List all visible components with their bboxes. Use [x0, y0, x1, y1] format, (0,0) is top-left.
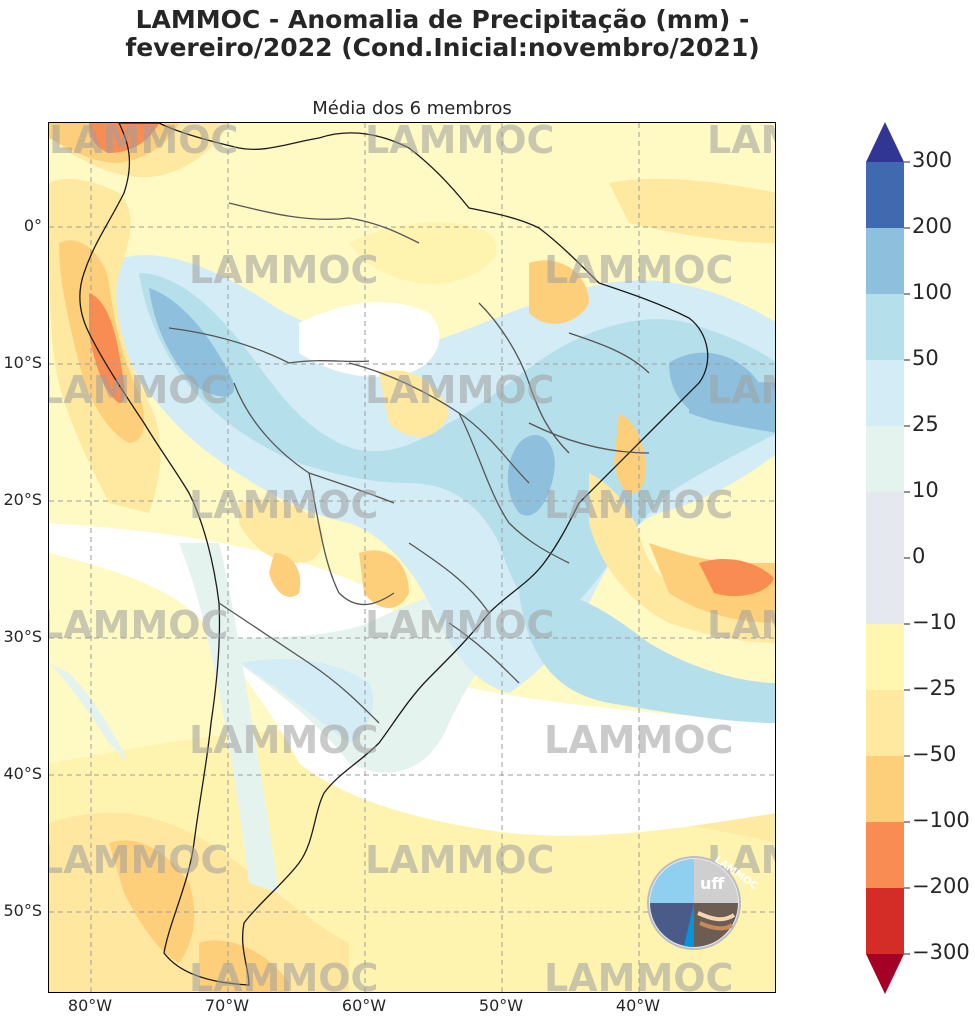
colorbar-tick-label: 50 [912, 346, 939, 370]
x-tick-label: 50°W [478, 996, 524, 1015]
colorbar-segment [866, 822, 904, 888]
watermark-text: LAMMOC [365, 368, 554, 412]
y-tick-label: 40°S [3, 764, 42, 783]
colorbar-segment [866, 888, 904, 954]
logo-uff-text: uff [700, 874, 725, 893]
rondonia-negative-patch [379, 370, 449, 437]
x-tick-label: 60°W [341, 996, 387, 1015]
chart-title-line-1: LAMMOC - Anomalia de Precipitação (mm) - [135, 5, 750, 34]
colorbar-segment [866, 624, 904, 690]
y-tick-label: 20°S [3, 490, 42, 509]
x-tick-label: 70°W [204, 996, 250, 1015]
colorbar-tick-label: −50 [912, 742, 957, 766]
south-america-coastline [79, 123, 709, 986]
map-subtitle: Média dos 6 membros [312, 98, 512, 119]
colorbar-segment [866, 756, 904, 822]
watermark-text: LAMMOC [189, 483, 378, 527]
watermark-text: LAMMOC [707, 368, 776, 412]
colorbar-extend-max [866, 122, 904, 162]
country-borders [168, 202, 650, 724]
colorbar-extend-min [866, 954, 904, 994]
y-tick-label: 0° [23, 216, 42, 235]
colorbar-segment [866, 558, 904, 624]
watermark-text: LAMMOC [189, 248, 378, 292]
watermark-text: LAMMOC [365, 123, 554, 162]
light-blue-patch-south-central [239, 659, 373, 743]
map-canvas: LAMMOC LAMMOC LAMMOC LAMMOC LAMMOC LAMMO… [49, 123, 776, 993]
andes-mint-strip [179, 543, 279, 893]
colorbar-tick-label: 25 [912, 412, 939, 436]
guiana-negative-patch [349, 222, 497, 284]
y-tick-label: 50°S [3, 901, 42, 920]
peru-positive-100 [149, 288, 235, 397]
colorbar-tick-label: −100 [912, 808, 970, 832]
southeast-atlantic-positive [519, 591, 775, 723]
watermark-text: LAMMOC [49, 123, 238, 162]
colorbar-segment [866, 294, 904, 360]
pacific-mint-patch [49, 663, 129, 763]
chaco-negative-patch [269, 553, 301, 597]
colorbar-segment [866, 492, 904, 558]
colorbar-tick-label: 10 [912, 478, 939, 502]
colorbar-tick-label: −25 [912, 676, 957, 700]
colorbar-tick-label: 300 [912, 148, 953, 172]
watermark-text: LAMMOC [49, 838, 228, 882]
watermark-text: LAMMOC [707, 123, 776, 162]
chart-title-line-2: fevereiro/2022 (Cond.Inicial:novembro/20… [125, 33, 760, 62]
atlantic-positive-100 [689, 382, 775, 433]
watermark-text: LAMMOC [189, 956, 378, 993]
colorbar-tick-label: −300 [912, 940, 970, 964]
colorbar-tick-label: 0 [912, 544, 926, 568]
southeast-atlantic-negative-100 [699, 558, 774, 597]
colorbar-segment [866, 162, 904, 228]
lammoc-uff-logo: uff LAMMOC [647, 854, 759, 950]
watermark-text: LAMMOC [544, 956, 733, 993]
tierra-del-fuego-negative-50 [199, 940, 289, 992]
bolivia-negative-patch [239, 499, 323, 563]
colorbar-tick-label: 200 [912, 214, 953, 238]
graticule [49, 123, 775, 992]
watermark-text: LAMMOC [49, 368, 228, 412]
colorbar [866, 122, 910, 994]
patagonia-negative-50 [109, 840, 195, 963]
para-negative-patch [529, 260, 589, 324]
amazon-neutral-gap [299, 302, 440, 377]
x-tick-label: 40°W [615, 996, 661, 1015]
x-tick-label: 80°W [67, 996, 113, 1015]
watermark-group: LAMMOC LAMMOC LAMMOC LAMMOC LAMMOC LAMMO… [49, 123, 776, 993]
precipitation-anomaly-map: LAMMOC LAMMOC LAMMOC LAMMOC LAMMOC LAMMO… [48, 122, 776, 993]
paraguay-negative-patch [359, 550, 409, 608]
watermark-text: LAMMOC [365, 838, 554, 882]
colorbar-tick-label: −10 [912, 610, 957, 634]
colorbar-tick-label: 100 [912, 280, 953, 304]
watermark-text: LAMMOC [544, 483, 733, 527]
watermark-text: LAMMOC [544, 248, 733, 292]
north-negative-100 [89, 123, 159, 153]
pacific-negative-100 [89, 293, 125, 403]
colorbar-segment [866, 426, 904, 492]
colorbar-segment [866, 360, 904, 426]
watermark-text: LAMMOC [49, 603, 228, 647]
colorbar-segment [866, 228, 904, 294]
colorbar-tick-label: −200 [912, 874, 970, 898]
y-tick-label: 10°S [3, 353, 42, 372]
watermark-text: LAMMOC [707, 603, 776, 647]
watermark-text: LAMMOC [365, 603, 554, 647]
y-tick-label: 30°S [3, 627, 42, 646]
central-brazil-positive-100 [507, 434, 555, 516]
colorbar-segment [866, 690, 904, 756]
watermark-text: LAMMOC [544, 718, 733, 762]
watermark-text: LAMMOC [189, 718, 378, 762]
